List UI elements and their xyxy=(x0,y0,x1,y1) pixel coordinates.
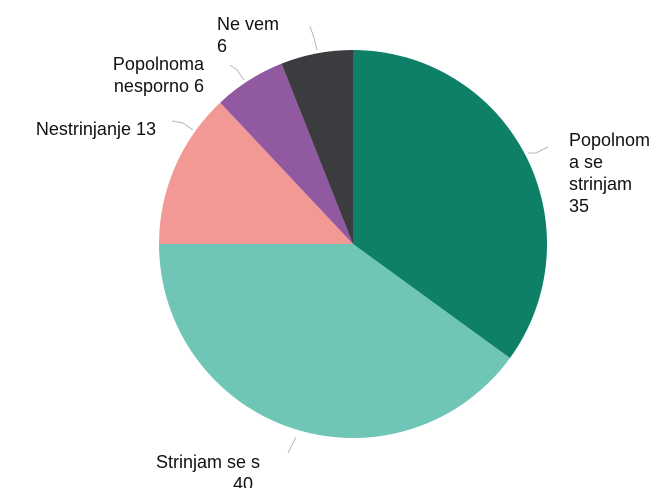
slice-label-line: 40 xyxy=(233,474,253,488)
leader-line xyxy=(528,146,549,154)
slice-label-line: Nestrinjanje 13 xyxy=(36,119,156,139)
pie-slice xyxy=(353,50,548,359)
slice-label: Ne vem 6 xyxy=(217,14,279,56)
pie-slices xyxy=(159,50,548,439)
slice-label-line: Popolnom xyxy=(569,130,650,150)
slice-label-line: 35 xyxy=(569,196,589,216)
pie-slice xyxy=(220,63,353,245)
slice-labels: Popolnom a se strinjam 35 Strinjam se s 40 Nes… xyxy=(36,14,650,488)
leader-line xyxy=(171,120,194,131)
slice-label-line: strinjam xyxy=(569,174,632,194)
slice-label-line: 6 xyxy=(217,36,227,56)
slice-label-line: a se xyxy=(569,152,603,172)
pie-slice xyxy=(159,244,510,439)
slice-label-line: Popolnoma xyxy=(113,54,205,74)
pie-slice xyxy=(281,50,353,244)
slice-label-line: Strinjam se s xyxy=(156,452,260,472)
slice-label: Popolnom a se strinjam 35 xyxy=(569,130,650,216)
leader-lines xyxy=(171,25,549,454)
leader-line xyxy=(287,436,297,454)
pie-slice xyxy=(159,102,353,244)
slice-label: Strinjam se s 40 xyxy=(156,452,260,488)
slice-label: Popolnoma nesporno 6 xyxy=(113,54,205,96)
slice-label-line: Ne vem xyxy=(217,14,279,34)
slice-label: Nestrinjanje 13 xyxy=(36,119,156,139)
leader-line xyxy=(229,64,245,81)
slice-label-line: nesporno 6 xyxy=(114,76,204,96)
leader-line xyxy=(309,25,318,51)
